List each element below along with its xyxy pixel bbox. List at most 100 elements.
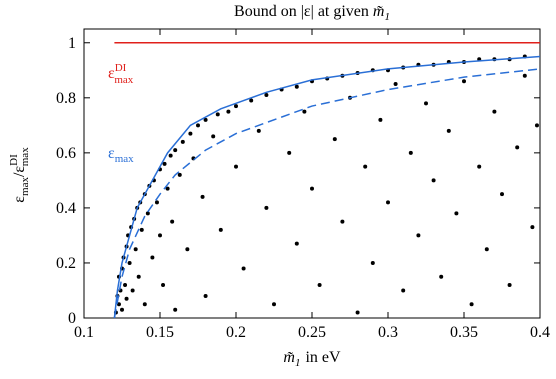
scatter-point [249,98,254,103]
scatter-point [120,307,124,312]
scatter-point [454,211,459,216]
x-tick-label: 0.3 [378,324,398,341]
scatter-point [408,150,413,155]
scatter-point [130,288,135,293]
scatter-point [180,139,185,144]
scatter-point [416,233,421,238]
scatter-point [142,302,147,307]
x-tick-label: 0.35 [450,324,478,341]
y-tick-label: 0.8 [56,90,76,107]
y-tick-label: 0.4 [56,200,76,217]
title-sub: 1 [384,11,390,23]
scatter-point [127,260,132,265]
scatter-point [173,307,178,312]
scatter-point [234,164,238,169]
ylabel-sup: DI [8,154,20,166]
xlabel-var: m̃ [283,349,295,366]
scatter-point [218,227,223,232]
scatter-point [355,310,360,315]
scatter-point [317,282,322,287]
annotation-sup: DI [115,62,127,74]
annotation-sub: max [115,153,134,165]
y-tick-label: 0.6 [56,145,76,162]
scatter-point [401,288,406,293]
scatter-point [256,128,261,133]
scatter-point [196,123,200,128]
scatter-point [393,82,398,87]
x-tick-label: 0.2 [226,324,246,341]
title-var: m̃ [373,3,385,20]
y-tick-label: 0.2 [56,255,76,272]
scatter-point [522,73,527,78]
ylabel-base: ε [11,196,28,203]
scatter-point [363,164,368,169]
scatter-point [340,219,345,224]
scatter-point [469,302,474,307]
annotation: εDI max [108,62,134,86]
scatter-point [215,112,220,117]
y-axis-label: εmax/εDImax [8,147,31,203]
scatter-point [203,117,208,122]
y-tick-label: 1 [68,35,76,52]
scatter-point [150,255,155,260]
scatter-point [272,302,276,307]
scatter-point [287,150,292,155]
scatter-point [158,233,162,238]
scatter-point [203,293,208,298]
scatter-point [446,128,451,133]
scatter-point [264,205,269,210]
scatter-point [310,186,314,191]
scatter-point [200,194,205,199]
scatter-point [462,79,466,84]
scatter-point [507,282,512,287]
scatter-point [534,123,539,128]
plot-frame [83,28,541,319]
scatter-point [294,84,299,89]
scatter-point [170,219,175,224]
scatter-point [123,282,128,287]
ylabel-sub: max [19,177,31,196]
scatter-point [136,274,141,279]
curve [113,55,541,319]
annotation: εmax [108,145,134,165]
scatter-point [439,274,444,279]
scatter-point [177,172,182,177]
x-tick-label: 0.25 [298,324,326,341]
scatter-point [154,200,159,205]
ylabel-sub2: max [19,147,31,166]
scatter-point [530,225,535,230]
scatter-point [241,266,246,271]
scatter-point [500,192,504,197]
scatter-point [424,101,428,106]
scatter-point [302,109,307,114]
scatter-point [162,161,167,166]
scatter-point [515,145,520,150]
xlabel-text: in eV [305,349,341,366]
scatter-point [124,296,129,301]
scatter-point [188,131,193,136]
scatter-point [168,153,173,158]
scatter-point [431,178,436,183]
scatter-point [165,186,170,191]
annotation-base: ε [108,65,115,82]
title-text: Bound on |ε| at given [234,3,369,20]
x-axis-label: m̃1 in eV [283,349,341,369]
scatter-point [145,211,150,216]
scatter-point [294,241,299,246]
scatter-point [484,247,489,252]
scatter-point [370,260,375,265]
scatter-point [116,302,121,307]
scatter-point [264,93,269,98]
x-tick-label: 0.4 [530,324,550,341]
x-tick-label: 0.1 [74,324,94,341]
ylabel-base2: ε [11,166,28,173]
scatter-point [386,200,390,205]
scatter-point [477,164,482,169]
scatter-point [133,247,138,252]
scatter-point [492,109,497,114]
scatter-point [173,148,178,153]
scatter-point [226,109,231,114]
scatter-point [378,117,383,122]
dashed-curve [113,68,541,319]
